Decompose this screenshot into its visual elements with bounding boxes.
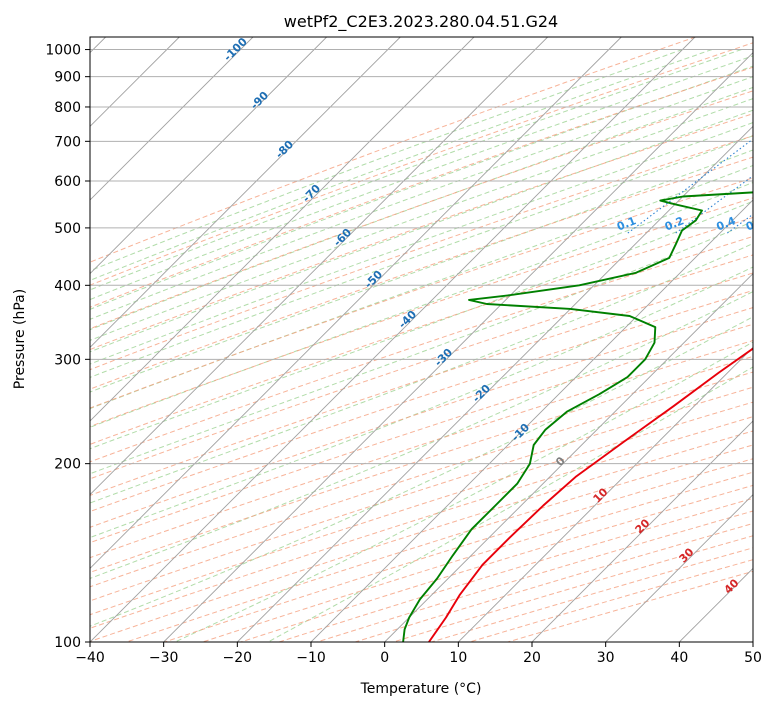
isotherm-line <box>605 494 753 642</box>
y-axis-title: Pressure (hPa) <box>12 289 28 389</box>
y-tick-label: 500 <box>54 221 81 237</box>
x-tick-label: 0 <box>380 650 389 666</box>
y-tick-label: 600 <box>54 174 81 190</box>
pressure-gridlines <box>90 49 753 642</box>
dry-adiabat-line <box>90 289 753 513</box>
chart-title: wetPf2_C2E3.2023.280.04.51.G24 <box>284 12 558 32</box>
moist-adiabat-line <box>90 181 753 428</box>
isotherm-line <box>90 37 475 422</box>
y-tick-label: 800 <box>54 100 81 116</box>
moist-adiabat-line <box>90 291 753 579</box>
dewpoint-line <box>402 191 753 642</box>
y-tick-label: 100 <box>54 635 81 651</box>
isotherm-line <box>90 37 327 275</box>
temperature-line <box>428 347 753 642</box>
isotherm-line <box>163 52 753 642</box>
y-tick-label: 700 <box>54 134 81 150</box>
moist-adiabat-line <box>90 98 753 341</box>
x-tick-label: −20 <box>223 650 253 666</box>
dry-adiabat-line <box>90 355 753 573</box>
dry-adiabat-line <box>90 339 753 559</box>
y-tick-label: 200 <box>54 457 81 473</box>
plot-area: -100-90-80-70-60-50-40-30-20-10010203040… <box>90 37 767 642</box>
dry-adiabat-line <box>90 42 753 286</box>
x-tick-label: 50 <box>744 650 762 666</box>
y-axis: 100 200 300 400 500 600 700 800 900 1000 <box>45 43 90 651</box>
moist-adiabat-line <box>90 220 753 475</box>
moist-adiabat-line <box>90 266 753 539</box>
dry-adiabat-line <box>90 177 753 409</box>
dry-adiabat-line <box>90 66 753 308</box>
isotherm-line <box>310 199 753 642</box>
y-tick-label: 300 <box>54 352 81 368</box>
x-tick-label: 20 <box>523 650 541 666</box>
mixing-ratio-label: 0.6 <box>744 214 767 233</box>
moist-adiabat-line <box>90 200 753 450</box>
skewed-isotherms <box>90 37 753 642</box>
dry-adiabat-line <box>90 386 753 602</box>
x-axis-title: Temperature (°C) <box>360 681 482 697</box>
x-tick-label: −10 <box>296 650 326 666</box>
dry-adiabat-line <box>90 307 753 528</box>
isotherm-line <box>90 37 622 569</box>
dry-adiabat-line <box>90 323 753 544</box>
moist-adiabat-line <box>90 65 753 310</box>
dry-adiabat-line <box>90 113 753 351</box>
y-tick-label: 400 <box>54 278 81 294</box>
moist-adiabat-line <box>90 122 753 365</box>
moist-adiabat-line <box>90 149 753 393</box>
x-tick-label: −30 <box>149 650 179 666</box>
x-tick-label: 10 <box>449 650 467 666</box>
isotherm-line <box>237 125 753 642</box>
isotherm-line <box>458 346 753 642</box>
x-tick-label: 30 <box>597 650 615 666</box>
dry-adiabat-line <box>90 156 753 390</box>
isotherm-line <box>90 37 696 642</box>
x-axis: −40 −30 −20 −10 0 10 20 30 40 50 <box>75 642 762 666</box>
moist-adiabat-line <box>174 341 753 642</box>
plot-frame <box>89 36 754 643</box>
x-tick-label: −40 <box>75 650 105 666</box>
dry-adiabat-line <box>90 371 753 588</box>
isotherm-line <box>90 37 401 348</box>
moist-adiabat-line <box>90 49 713 281</box>
isotherm-line <box>90 37 548 496</box>
isotherm-line <box>384 273 753 642</box>
y-tick-label: 900 <box>54 70 81 86</box>
isotherm-line <box>90 37 254 201</box>
dewpoint-series <box>402 191 753 642</box>
dry-adiabats <box>90 37 753 642</box>
moist-adiabat-line <box>90 55 753 301</box>
isotherm-line <box>531 420 753 642</box>
moist-adiabat-line <box>90 76 753 320</box>
x-tick-label: 40 <box>670 650 688 666</box>
temperature-series <box>428 347 753 642</box>
y-tick-label: 1000 <box>45 43 81 59</box>
moist-adiabat-line <box>90 49 683 272</box>
